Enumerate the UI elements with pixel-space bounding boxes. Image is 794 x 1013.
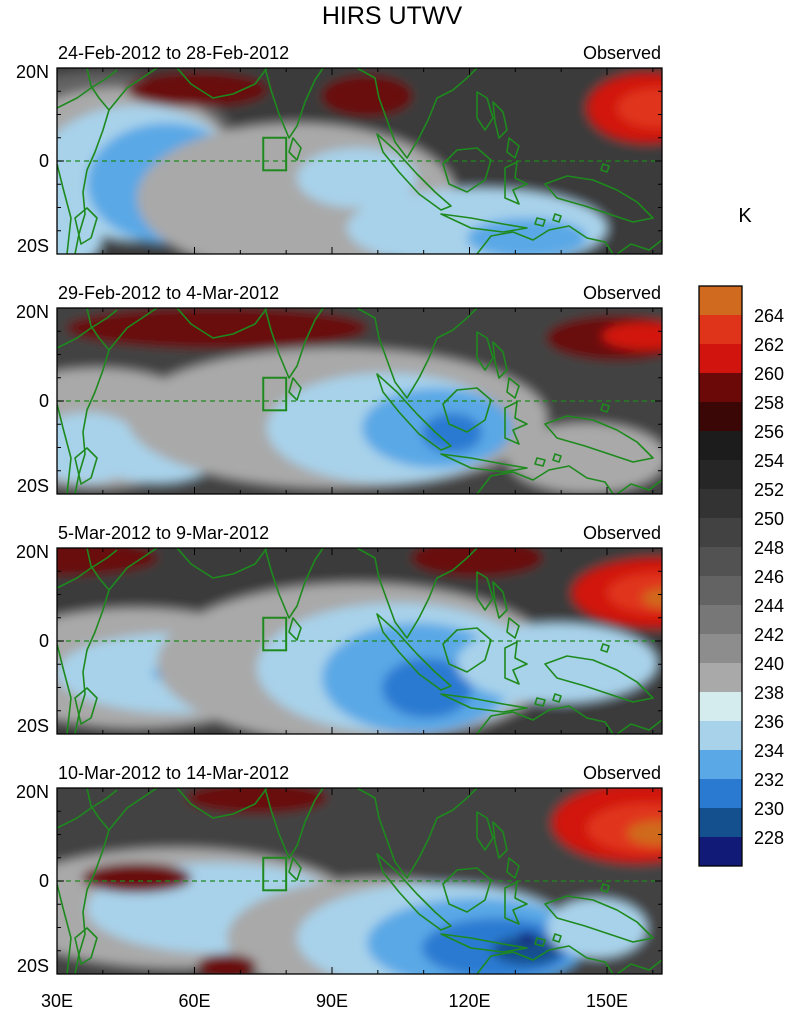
region-box	[262, 856, 288, 892]
lon-tick-label: 120E	[448, 991, 490, 1011]
colorbar-swatch	[699, 808, 742, 838]
panel-label: Observed	[583, 43, 661, 63]
colorbar-tick-label: 230	[754, 799, 784, 819]
colorbar-tick-label: 260	[754, 364, 784, 384]
panel-date-range: 29-Feb-2012 to 4-Mar-2012	[58, 283, 279, 303]
lat-tick-label: 20S	[17, 476, 49, 496]
colorbar-swatch	[699, 315, 742, 345]
region-box	[262, 616, 288, 652]
map-panel: 29-Feb-2012 to 4-Mar-2012 Observed 20N 0 20S	[16, 283, 663, 496]
lon-tick-label: 90E	[316, 991, 348, 1011]
colorbar-tick-label: 262	[754, 335, 784, 355]
colorbar-tick-label: 234	[754, 741, 784, 761]
lat-tick-label: 20N	[16, 302, 49, 322]
colorbar-tick-label: 264	[754, 306, 784, 326]
colorbar-swatch	[699, 489, 742, 519]
panel-date-range: 10-Mar-2012 to 14-Mar-2012	[58, 763, 289, 783]
colorbar-swatch	[699, 663, 742, 693]
colorbar-swatch	[699, 692, 742, 722]
lat-tick-label: 0	[39, 631, 49, 651]
panel-label: Observed	[583, 523, 661, 543]
map-panel: 24-Feb-2012 to 28-Feb-2012 Observed 20N 0 20…	[16, 43, 663, 256]
colorbar-swatch	[699, 286, 742, 316]
colorbar-swatch	[699, 721, 742, 751]
lat-tick-label: 20S	[17, 956, 49, 976]
panel-label: Observed	[583, 283, 661, 303]
lat-tick-label: 0	[39, 151, 49, 171]
lat-tick-label: 20N	[16, 62, 49, 82]
colorbar-tick-label: 232	[754, 770, 784, 790]
panel-date-range: 5-Mar-2012 to 9-Mar-2012	[58, 523, 269, 543]
colorbar-swatch	[699, 576, 742, 606]
utwv-field	[57, 548, 662, 734]
map-panel: 10-Mar-2012 to 14-Mar-2012 Observed 20N 0 20…	[16, 763, 663, 976]
colorbar-tick-label: 238	[754, 683, 784, 703]
lon-tick-label: 150E	[586, 991, 628, 1011]
colorbar-tick-label: 256	[754, 422, 784, 442]
colorbar-tick-label: 252	[754, 480, 784, 500]
panel-label: Observed	[583, 763, 661, 783]
colorbar-swatch	[699, 373, 742, 403]
region-box	[262, 376, 288, 412]
figure-title: HIRS UTWV	[322, 2, 463, 30]
colorbar-tick-label: 244	[754, 596, 784, 616]
colorbar-swatch	[699, 344, 742, 374]
colorbar-tick-label: 250	[754, 509, 784, 529]
colorbar-tick-label: 254	[754, 451, 784, 471]
map-panel: 5-Mar-2012 to 9-Mar-2012 Observed 20N 0 20S	[16, 523, 663, 736]
panel-date-range: 24-Feb-2012 to 28-Feb-2012	[58, 43, 289, 63]
lat-tick-label: 20N	[16, 782, 49, 802]
colorbar-tick-label: 242	[754, 625, 784, 645]
panels: 24-Feb-2012 to 28-Feb-2012 Observed 20N 0 20…	[16, 43, 663, 1011]
lat-tick-label: 0	[39, 391, 49, 411]
colorbar-tick-label: 240	[754, 654, 784, 674]
colorbar-swatch	[699, 605, 742, 635]
colorbar-frame	[698, 285, 743, 867]
lon-tick-label: 60E	[178, 991, 210, 1011]
colorbar-swatch	[699, 547, 742, 577]
colorbar-tick-label: 228	[754, 828, 784, 848]
colorbar-tick-label: 248	[754, 538, 784, 558]
colorbar-swatch	[699, 779, 742, 809]
colorbar-unit: K	[738, 205, 752, 227]
colorbar-swatch	[699, 750, 742, 780]
lat-tick-label: 20S	[17, 236, 49, 256]
colorbar-tick-label: 236	[754, 712, 784, 732]
colorbar-tick-label: 246	[754, 567, 784, 587]
lat-tick-label: 20N	[16, 542, 49, 562]
lat-tick-label: 0	[39, 871, 49, 891]
colorbar-swatch	[699, 402, 742, 432]
colorbar-swatch	[699, 431, 742, 461]
utwv-field	[57, 68, 662, 254]
utwv-field	[57, 788, 662, 974]
colorbar-tick-label: 258	[754, 393, 784, 413]
colorbar-swatch	[699, 837, 742, 867]
colorbar-swatch	[699, 460, 742, 490]
lon-tick-label: 30E	[41, 991, 73, 1011]
region-box	[262, 136, 288, 172]
colorbar-swatch	[699, 634, 742, 664]
utwv-field	[57, 308, 662, 494]
colorbar-swatch	[699, 518, 742, 548]
lat-tick-label: 20S	[17, 716, 49, 736]
colorbar: K 264 262 260 258 256 254 252 250 248 246 244 242 24…	[698, 205, 784, 867]
